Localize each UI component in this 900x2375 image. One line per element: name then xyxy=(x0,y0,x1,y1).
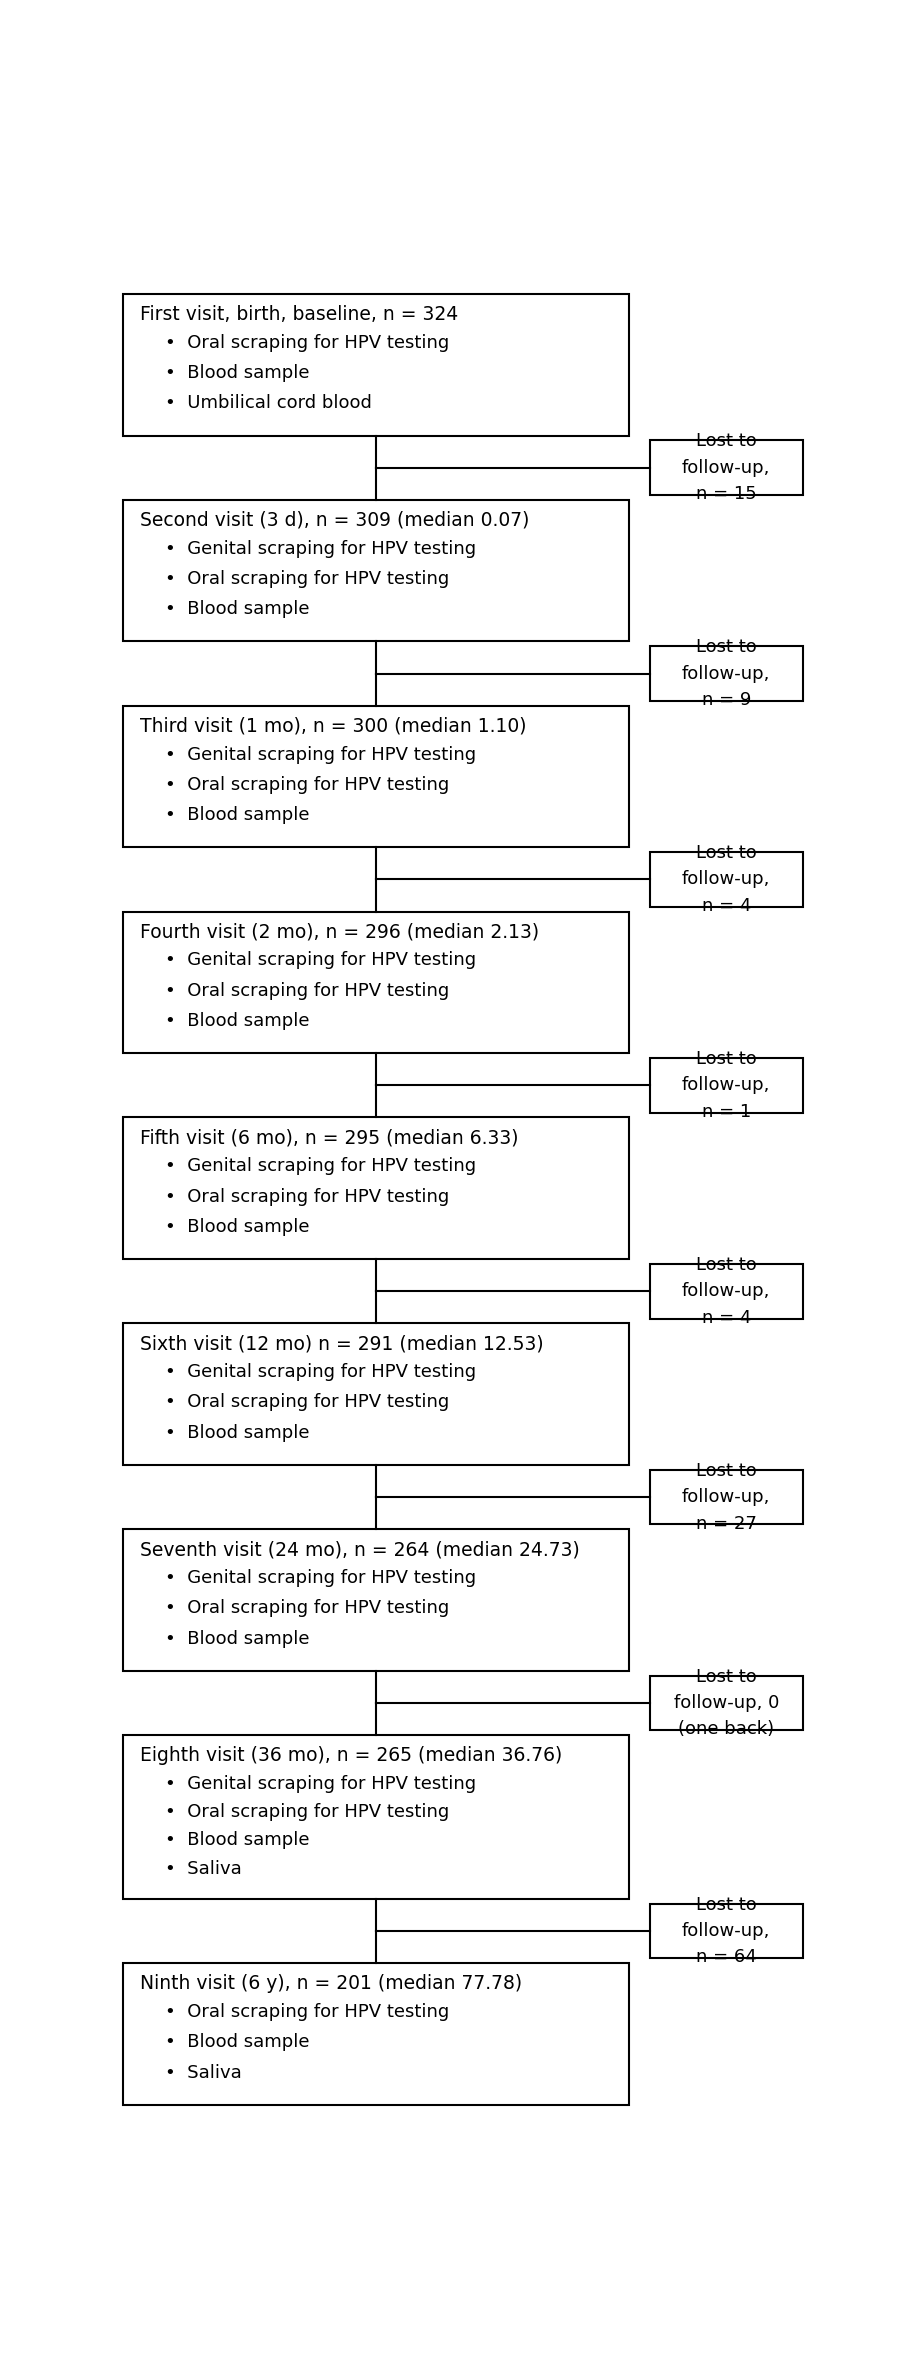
Bar xyxy=(123,1323,629,1465)
Text: Seventh visit (24 mo), n = 264 (median 24.73): Seventh visit (24 mo), n = 264 (median 2… xyxy=(140,1541,580,1560)
Bar xyxy=(123,1119,629,1259)
Text: •  Genital scraping for HPV testing: • Genital scraping for HPV testing xyxy=(165,952,476,969)
Text: Lost to
follow-up,
n = 1: Lost to follow-up, n = 1 xyxy=(682,1050,770,1121)
Text: •  Saliva: • Saliva xyxy=(165,2064,241,2080)
Text: •  Genital scraping for HPV testing: • Genital scraping for HPV testing xyxy=(165,746,476,762)
Text: Sixth visit (12 mo) n = 291 (median 12.53): Sixth visit (12 mo) n = 291 (median 12.5… xyxy=(140,1335,544,1354)
Text: •  Genital scraping for HPV testing: • Genital scraping for HPV testing xyxy=(165,1570,476,1586)
Text: •  Oral scraping for HPV testing: • Oral scraping for HPV testing xyxy=(165,335,449,351)
Text: Lost to
follow-up,
n = 27: Lost to follow-up, n = 27 xyxy=(682,1461,770,1532)
Text: Lost to
follow-up,
n = 9: Lost to follow-up, n = 9 xyxy=(682,639,770,710)
Bar xyxy=(650,439,803,494)
Text: Lost to
follow-up,
n = 4: Lost to follow-up, n = 4 xyxy=(682,1256,770,1328)
Text: •  Blood sample: • Blood sample xyxy=(165,1831,310,1850)
Text: •  Oral scraping for HPV testing: • Oral scraping for HPV testing xyxy=(165,981,449,1000)
Text: •  Genital scraping for HPV testing: • Genital scraping for HPV testing xyxy=(165,1363,476,1382)
Bar xyxy=(123,294,629,435)
Text: Lost to
follow-up,
n = 4: Lost to follow-up, n = 4 xyxy=(682,843,770,914)
Bar xyxy=(123,912,629,1052)
Bar xyxy=(650,1264,803,1318)
Bar xyxy=(123,1736,629,1900)
Text: •  Oral scraping for HPV testing: • Oral scraping for HPV testing xyxy=(165,1803,449,1822)
Text: •  Blood sample: • Blood sample xyxy=(165,2033,310,2052)
Bar xyxy=(650,1677,803,1731)
Text: •  Oral scraping for HPV testing: • Oral scraping for HPV testing xyxy=(165,1188,449,1206)
Bar xyxy=(123,1530,629,1672)
Bar xyxy=(123,1964,629,2104)
Bar xyxy=(123,705,629,848)
Text: •  Oral scraping for HPV testing: • Oral scraping for HPV testing xyxy=(165,777,449,793)
Text: Eighth visit (36 mo), n = 265 (median 36.76): Eighth visit (36 mo), n = 265 (median 36… xyxy=(140,1746,562,1765)
Bar xyxy=(123,499,629,641)
Text: •  Blood sample: • Blood sample xyxy=(165,805,310,824)
Text: •  Oral scraping for HPV testing: • Oral scraping for HPV testing xyxy=(165,570,449,589)
Text: Lost to
follow-up, 0
(one back): Lost to follow-up, 0 (one back) xyxy=(673,1667,779,1738)
Text: •  Blood sample: • Blood sample xyxy=(165,1012,310,1031)
Text: •  Blood sample: • Blood sample xyxy=(165,363,310,382)
Text: •  Genital scraping for HPV testing: • Genital scraping for HPV testing xyxy=(165,539,476,558)
Bar xyxy=(650,1470,803,1525)
Text: •  Genital scraping for HPV testing: • Genital scraping for HPV testing xyxy=(165,1774,476,1793)
Text: Lost to
follow-up,
n = 64: Lost to follow-up, n = 64 xyxy=(682,1895,770,1966)
Text: •  Genital scraping for HPV testing: • Genital scraping for HPV testing xyxy=(165,1157,476,1176)
Text: Lost to
follow-up,
n = 15: Lost to follow-up, n = 15 xyxy=(682,432,770,504)
Text: •  Blood sample: • Blood sample xyxy=(165,601,310,618)
Bar xyxy=(650,853,803,907)
Text: •  Blood sample: • Blood sample xyxy=(165,1423,310,1442)
Bar xyxy=(650,1059,803,1112)
Bar xyxy=(650,1905,803,1959)
Text: First visit, birth, baseline, n = 324: First visit, birth, baseline, n = 324 xyxy=(140,304,459,323)
Text: Fourth visit (2 mo), n = 296 (median 2.13): Fourth visit (2 mo), n = 296 (median 2.1… xyxy=(140,922,539,940)
Text: Third visit (1 mo), n = 300 (median 1.10): Third visit (1 mo), n = 300 (median 1.10… xyxy=(140,717,526,736)
Text: •  Oral scraping for HPV testing: • Oral scraping for HPV testing xyxy=(165,1598,449,1617)
Text: •  Umbilical cord blood: • Umbilical cord blood xyxy=(165,394,372,413)
Text: •  Oral scraping for HPV testing: • Oral scraping for HPV testing xyxy=(165,1394,449,1411)
Text: Fifth visit (6 mo), n = 295 (median 6.33): Fifth visit (6 mo), n = 295 (median 6.33… xyxy=(140,1128,519,1147)
Text: •  Saliva: • Saliva xyxy=(165,1860,241,1879)
Text: •  Blood sample: • Blood sample xyxy=(165,1629,310,1648)
Text: •  Oral scraping for HPV testing: • Oral scraping for HPV testing xyxy=(165,2002,449,2021)
Text: Ninth visit (6 y), n = 201 (median 77.78): Ninth visit (6 y), n = 201 (median 77.78… xyxy=(140,1974,523,1993)
Text: Second visit (3 d), n = 309 (median 0.07): Second visit (3 d), n = 309 (median 0.07… xyxy=(140,511,530,530)
Bar xyxy=(650,646,803,701)
Text: •  Blood sample: • Blood sample xyxy=(165,1218,310,1235)
